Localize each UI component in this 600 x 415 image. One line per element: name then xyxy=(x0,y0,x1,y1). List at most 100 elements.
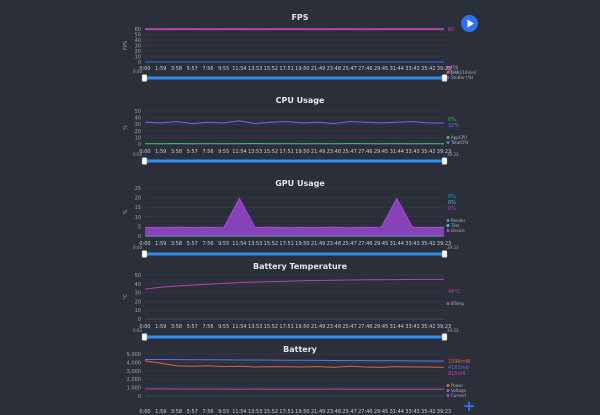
range-end-label: 39:23 xyxy=(447,152,459,157)
legend-label: Device xyxy=(451,228,465,233)
y-tick-label: 2,000 xyxy=(127,377,141,383)
time-tick-label: 17:51 xyxy=(279,409,293,413)
range-start-label: 0:00 xyxy=(133,152,142,157)
y-tick-label: 10 xyxy=(135,308,141,314)
y-tick-label: 30 xyxy=(135,122,141,128)
time-tick-label: 25:47 xyxy=(342,324,356,330)
time-tick-label: 19:50 xyxy=(295,149,309,155)
time-tick-label: 25:47 xyxy=(342,149,356,155)
time-tick-label: 1:59 xyxy=(155,324,166,330)
time-tick-label: 27:46 xyxy=(358,241,372,247)
play-button[interactable] xyxy=(461,15,478,32)
time-tick-label: 31:44 xyxy=(390,66,404,72)
time-tick-label: 11:54 xyxy=(232,241,246,247)
time-tick-label: 3:58 xyxy=(171,409,182,413)
time-tick-label: 19:50 xyxy=(295,241,309,247)
time-tick-label: 13:53 xyxy=(248,241,262,247)
time-tick-label: 33:43 xyxy=(405,409,419,413)
time-tick-label: 3:58 xyxy=(171,241,182,247)
time-tick-label: 11:54 xyxy=(232,149,246,155)
range-slider-end-handle[interactable] xyxy=(442,251,447,258)
time-tick-label: 21:49 xyxy=(311,409,325,413)
time-tick-label: 7:56 xyxy=(202,409,213,413)
range-end-label: 39:23 xyxy=(447,69,459,74)
y-tick-label: 5,000 xyxy=(127,352,141,358)
range-slider-start-handle[interactable] xyxy=(142,334,147,341)
y-tick-label: 50 xyxy=(135,273,141,279)
y-axis-label: °C xyxy=(123,294,129,301)
time-tick-label: 33:43 xyxy=(405,324,419,330)
y-tick-label: 0 xyxy=(138,394,141,400)
time-tick-label: 1:59 xyxy=(155,241,166,247)
time-tick-label: 31:44 xyxy=(390,241,404,247)
time-tick-label: 11:54 xyxy=(232,66,246,72)
range-slider-track[interactable] xyxy=(145,160,444,163)
time-tick-label: 13:53 xyxy=(248,409,262,413)
time-tick-label: 19:50 xyxy=(295,324,309,330)
y-tick-label: 20 xyxy=(135,299,141,305)
legend-marker xyxy=(447,389,450,392)
range-slider-end-handle[interactable] xyxy=(442,158,447,165)
y-axis-label: FPS xyxy=(123,41,129,50)
y-tick-label: 1,000 xyxy=(127,386,141,392)
time-tick-label: 7:56 xyxy=(202,66,213,72)
time-tick-label: 29:45 xyxy=(374,149,388,155)
y-axis-label: % xyxy=(123,209,129,214)
legend-marker xyxy=(447,384,450,387)
time-tick-label: 33:43 xyxy=(405,66,419,72)
plus-icon: + xyxy=(463,397,476,415)
legend-label: Stutter (%) xyxy=(451,75,474,80)
range-slider-track[interactable] xyxy=(145,336,444,339)
y-tick-label: 30 xyxy=(135,291,141,297)
time-tick-label: 5:57 xyxy=(187,241,198,247)
range-start-label: 0:00 xyxy=(133,69,142,74)
y-tick-label: 0 xyxy=(138,142,141,148)
time-tick-label: 33:43 xyxy=(405,149,419,155)
time-tick-label: 9:55 xyxy=(218,149,229,155)
legend-marker xyxy=(447,141,450,144)
series-btemp-line xyxy=(145,279,444,289)
time-tick-label: 19:50 xyxy=(295,409,309,413)
range-slider-start-handle[interactable] xyxy=(142,75,147,82)
time-tick-label: 3:58 xyxy=(171,149,182,155)
range-slider-start-handle[interactable] xyxy=(142,251,147,258)
time-tick-label: 9:55 xyxy=(218,324,229,330)
time-tick-label: 23:48 xyxy=(327,149,341,155)
range-end-label: 39:23 xyxy=(447,328,459,333)
time-tick-label: 1:59 xyxy=(155,149,166,155)
range-slider-track[interactable] xyxy=(145,77,444,80)
time-tick-label: 9:55 xyxy=(218,241,229,247)
y-tick-label: 3,000 xyxy=(127,369,141,375)
range-slider-end-handle[interactable] xyxy=(442,334,447,341)
time-tick-label: 23:48 xyxy=(327,409,341,413)
range-start-label: 0:00 xyxy=(133,328,142,333)
add-marker-button[interactable]: + xyxy=(462,400,476,413)
range-slider-track[interactable] xyxy=(145,253,444,256)
y-tick-label: 10 xyxy=(135,215,141,221)
legend-label: BTemp xyxy=(451,301,465,306)
y-tick-label: 15 xyxy=(135,205,141,211)
range-slider-end-handle[interactable] xyxy=(442,75,447,82)
time-tick-label: 11:54 xyxy=(232,324,246,330)
time-tick-label: 25:47 xyxy=(342,409,356,413)
battery-chart: 5,0004,0003,0002,0001,00003398mW4161mV81… xyxy=(0,345,600,413)
time-tick-label: 13:53 xyxy=(248,324,262,330)
time-tick-label: 1:59 xyxy=(155,66,166,72)
range-slider-start-handle[interactable] xyxy=(142,158,147,165)
time-tick-label: 21:49 xyxy=(311,241,325,247)
time-tick-label: 15:52 xyxy=(264,241,278,247)
legend-marker xyxy=(447,219,450,222)
series-voltage-line xyxy=(145,360,444,362)
time-tick-label: 13:53 xyxy=(248,66,262,72)
time-tick-label: 0:00 xyxy=(139,409,150,413)
time-tick-label: 27:46 xyxy=(358,66,372,72)
time-tick-label: 5:57 xyxy=(187,409,198,413)
time-tick-label: 23:48 xyxy=(327,66,341,72)
time-tick-label: 17:51 xyxy=(279,241,293,247)
